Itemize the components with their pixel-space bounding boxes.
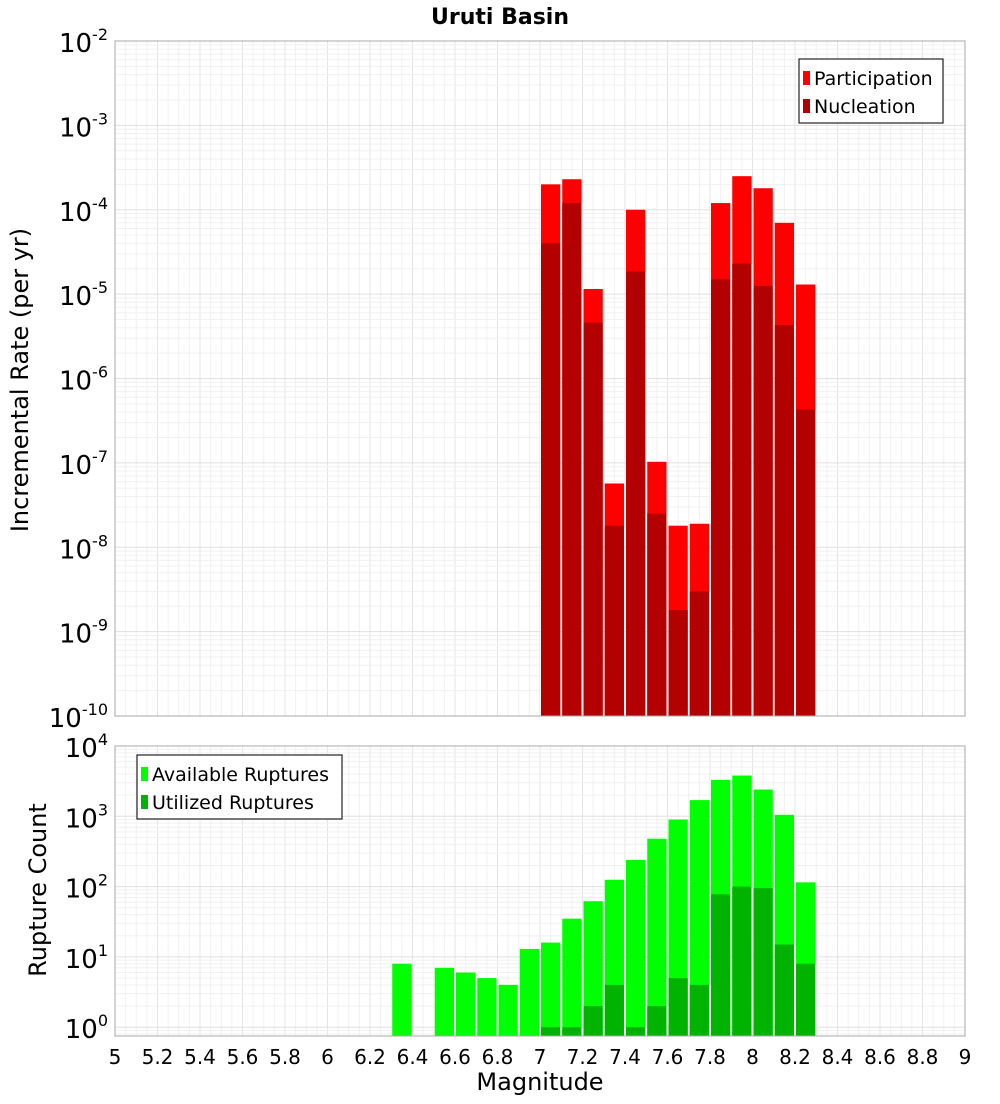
legend-swatch [141,767,148,781]
bar-utilized-ruptures [562,1027,582,1036]
bar-utilized-ruptures [668,978,688,1036]
bar-nucleation [774,325,794,716]
y-tick-label: 102 [65,871,108,905]
bar-nucleation [668,610,688,716]
bar-nucleation [626,271,646,716]
plot-frame [114,745,966,1037]
bar-utilized-ruptures [626,1027,646,1036]
plot-frame [114,40,966,717]
x-tick-label: 6.6 [439,1045,471,1069]
bar-utilized-ruptures [732,886,752,1036]
grid [115,41,965,716]
x-tick-label: 7.8 [694,1045,726,1069]
y-tick-label: 101 [65,941,108,975]
legend-label: Participation [814,68,933,90]
legend-swatch [141,795,148,809]
x-tick-label: 7.4 [609,1045,641,1069]
bar-utilized-ruptures [647,1006,667,1036]
bar-available-ruptures [519,948,539,1036]
bar-available-ruptures [626,859,646,1036]
x-tick-label: 6.2 [354,1045,386,1069]
chart-title: Uruti Basin [431,5,569,30]
bar-nucleation [583,322,603,716]
y-tick-label: 10-5 [59,278,108,312]
y-tick-label: 10-3 [59,109,108,143]
bar-available-ruptures [392,963,412,1036]
x-tick-label: 6 [321,1045,334,1069]
bar-available-ruptures [583,901,603,1036]
legend-label: Utilized Ruptures [152,792,314,814]
x-tick-label: 5.8 [269,1045,301,1069]
x-tick-label: 7.2 [567,1045,599,1069]
bar-utilized-ruptures [689,984,709,1036]
bar-utilized-ruptures [753,888,773,1036]
x-tick-label: 9 [959,1045,972,1069]
x-axis-label: Magnitude [476,1068,603,1096]
x-tick-label: 5.2 [142,1045,174,1069]
bar-nucleation [541,243,561,717]
legend: Available Ruptures Utilized Ruptures [136,754,343,820]
y-tick-label: 104 [65,730,108,764]
count-panel: 100 101 102 103 104 5 5.2 5.4 5.6 5.8 6 6.2 6.4 6.6 6.… [65,730,972,1069]
legend-box [798,58,944,124]
x-tick-label: 7.6 [652,1045,684,1069]
x-tick-label: 8.2 [779,1045,811,1069]
bar-utilized-ruptures [774,944,794,1036]
bar-nucleation [689,591,709,716]
y-tick-label: 10-2 [59,25,108,59]
y-tick-label: 10-9 [59,616,108,650]
x-tick-label: 6.8 [482,1045,514,1069]
y-tick-label: 103 [65,800,108,834]
x-tick-label: 7 [534,1045,547,1069]
bar-utilized-ruptures [796,963,816,1036]
y-tick-label: 10-7 [59,447,108,481]
y-tick-label: 100 [65,1011,108,1045]
bar-available-ruptures [477,978,497,1036]
bar-available-ruptures [498,984,518,1036]
bar-available-ruptures [562,918,582,1036]
legend-swatch [803,71,810,85]
x-tick-label: 8.6 [864,1045,896,1069]
x-tick-label: 5.4 [184,1045,216,1069]
bar-nucleation [562,203,582,716]
x-tick-label: 8.8 [907,1045,939,1069]
bar-nucleation [796,409,816,716]
bar-available-ruptures [434,967,454,1036]
bar-nucleation [711,279,731,716]
x-tick-label: 5 [109,1045,122,1069]
bar-nucleation [753,285,773,716]
rate-panel: 10-10 10-9 10-8 10-7 10-6 10-5 10-4 10-3 10-2 Par… [49,25,966,734]
legend-box [136,754,343,820]
y-tick-label: 10-8 [59,531,108,565]
x-tick-label: 8 [746,1045,759,1069]
bar-utilized-ruptures [583,1006,603,1036]
bar-available-ruptures [541,942,561,1036]
y-tick-label: 10-6 [59,363,108,397]
bar-nucleation [647,513,667,716]
y-tick-label: 10-4 [59,194,108,228]
bar-utilized-ruptures [711,894,731,1036]
bar-utilized-ruptures [604,984,624,1036]
bar-nucleation [604,525,624,716]
top-y-axis-label: Incremental Rate (per yr) [6,228,34,532]
bar-available-ruptures [456,972,476,1036]
legend: Participation Nucleation [798,58,944,124]
bar-available-ruptures [647,838,667,1036]
legend-swatch [803,99,810,113]
x-tick-label: 6.4 [397,1045,429,1069]
x-tick-label: 5.6 [227,1045,259,1069]
x-tick-label: 8.4 [822,1045,854,1069]
legend-label: Nucleation [814,96,916,118]
bar-nucleation [732,263,752,716]
bar-utilized-ruptures [541,1027,561,1036]
legend-label: Available Ruptures [152,764,329,786]
bar-available-ruptures [689,800,709,1036]
y-tick-label: 10-10 [49,700,108,734]
bottom-y-axis-label: Rupture Count [24,803,52,977]
